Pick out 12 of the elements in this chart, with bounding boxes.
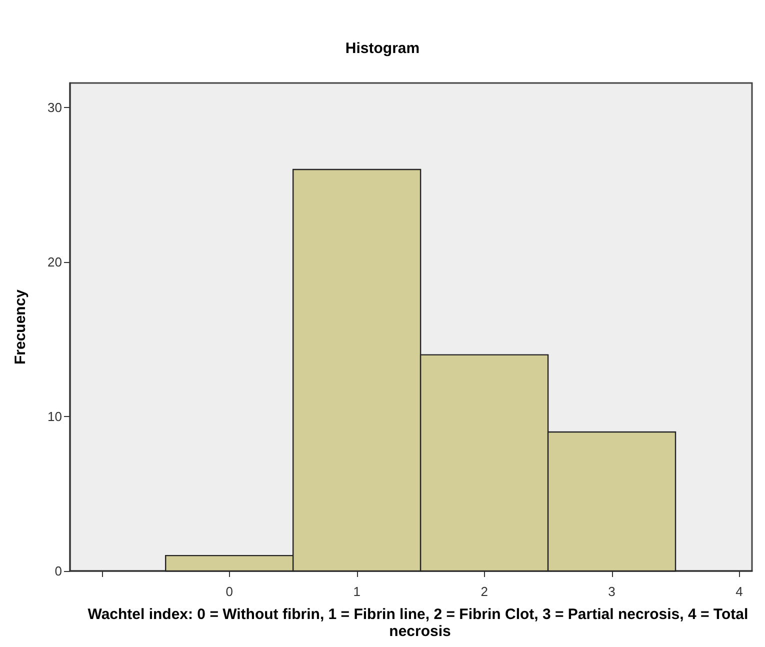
x-tick-label: 4 [736, 584, 743, 599]
x-tick-label: 1 [353, 584, 360, 599]
chart-title: Histogram [345, 40, 420, 57]
y-tick-label: 20 [48, 254, 62, 270]
y-tick-label: 30 [48, 100, 62, 116]
x-axis-title: Wachtel index: 0 = Without fibrin, 1 = Fibrin line, 2 = Fibrin Clot, 3 = Partial necrosis, 4 = Total necrosis [88, 606, 752, 640]
y-tick-label: 0 [54, 564, 62, 578]
x-tick-label: 2 [480, 584, 488, 599]
x-tick-label: 3 [608, 584, 616, 599]
y-tick-label: 10 [48, 409, 62, 424]
x-tick-label: 0 [226, 584, 233, 599]
y-axis-title: Frecuency [12, 288, 29, 365]
